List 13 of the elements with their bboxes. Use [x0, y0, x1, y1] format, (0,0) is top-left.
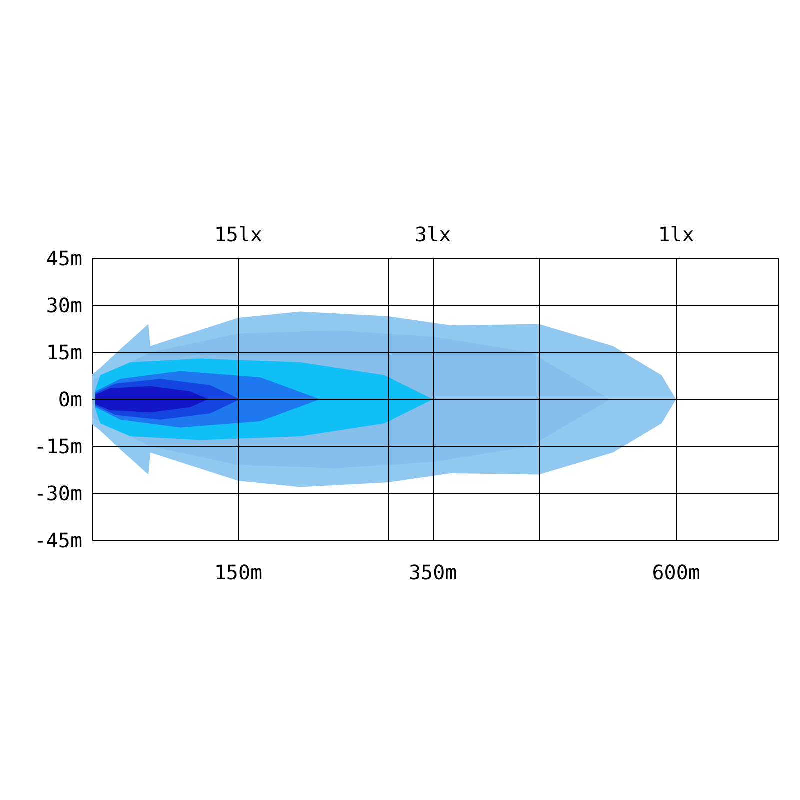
y-tick-label: -15m: [34, 434, 83, 458]
y-tick-label: -45m: [34, 528, 83, 552]
y-tick-label: 30m: [46, 294, 82, 318]
y-tick-label: -30m: [34, 482, 83, 506]
text: 3lx: [415, 222, 452, 246]
y-tick-label: 0m: [58, 388, 83, 412]
x-tick-label: 350m: [408, 560, 458, 584]
y-tick-label: 45m: [46, 246, 82, 270]
x-tick-label: 150m: [214, 560, 263, 584]
y-tick-label: 15m: [46, 340, 82, 364]
text: 1lx: [658, 222, 694, 246]
x-tick-label: 600m: [652, 560, 700, 584]
text: 15lx: [214, 222, 263, 246]
